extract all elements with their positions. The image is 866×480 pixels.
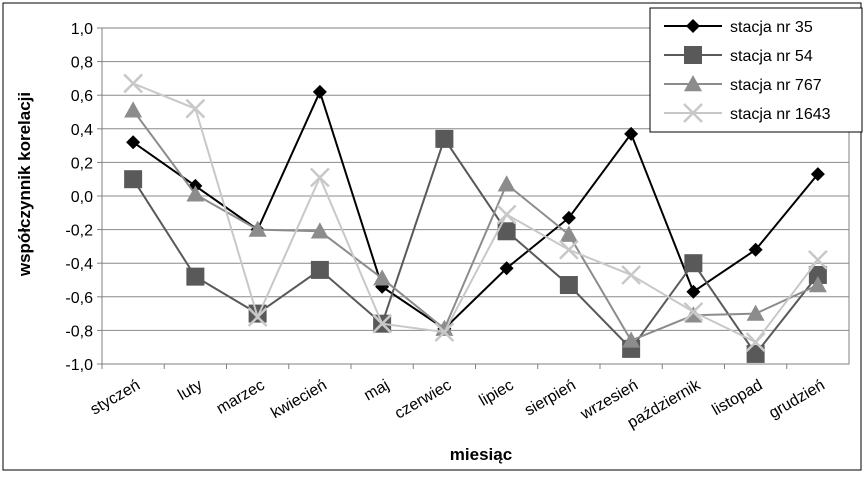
data-point	[621, 265, 642, 285]
data-point	[497, 222, 516, 241]
data-point	[499, 261, 514, 276]
data-point	[622, 331, 641, 348]
data-point	[808, 276, 827, 293]
series-line	[132, 109, 819, 342]
data-point	[748, 242, 763, 257]
x-axis-label: miesiąc	[450, 445, 512, 464]
data-point	[373, 269, 392, 286]
data-point	[684, 254, 703, 273]
data-point	[496, 204, 517, 225]
legend-item: stacja nr 35	[664, 19, 813, 36]
legend-marker	[684, 46, 702, 64]
data-point	[435, 129, 454, 148]
series-line	[132, 89, 819, 331]
data-point	[745, 332, 766, 353]
data-point	[746, 304, 765, 321]
y-tick-label: 0,8	[71, 55, 93, 72]
data-point	[310, 260, 329, 279]
data-point	[124, 101, 143, 118]
legend-box	[649, 7, 863, 133]
series-layer	[123, 73, 828, 363]
data-point	[746, 344, 765, 363]
data-point	[372, 313, 393, 334]
data-point	[123, 73, 144, 94]
y-tick-label: 0,0	[71, 189, 93, 206]
data-point	[186, 267, 205, 286]
data-point	[248, 220, 267, 237]
data-point	[807, 249, 828, 270]
y-tick-label: 1,0	[71, 21, 93, 38]
data-point	[559, 225, 578, 242]
data-point	[561, 210, 576, 225]
series-line	[132, 136, 819, 356]
data-point	[686, 284, 701, 299]
legend-label: stacja nr 767	[730, 77, 822, 94]
legend-item: stacja nr 767	[664, 75, 822, 94]
y-tick-label: -0,8	[65, 323, 93, 340]
legend-marker	[686, 19, 700, 33]
data-point	[559, 276, 578, 295]
data-point	[126, 135, 141, 150]
data-point	[434, 322, 455, 342]
y-tick-label: -0,2	[65, 223, 93, 240]
y-tick-label: -0,6	[65, 290, 93, 307]
legend-item: stacja nr 54	[664, 46, 813, 65]
data-point	[310, 222, 329, 239]
legend-label: stacja nr 54	[730, 48, 813, 65]
series-line	[132, 82, 819, 344]
data-point	[497, 175, 516, 192]
y-axis-label: współczynnik korelacji	[15, 92, 34, 277]
data-point	[810, 167, 825, 182]
y-tick-label: 0,6	[71, 88, 93, 105]
y-tick-label: -0,4	[65, 256, 93, 273]
data-point	[683, 302, 704, 322]
y-tick-label: 0,2	[71, 155, 93, 172]
data-point	[624, 126, 639, 141]
legend-label: stacja nr 35	[730, 19, 813, 36]
data-point	[185, 98, 206, 119]
legend: stacja nr 35 stacja nr 54 stacja nr 767 sta…	[649, 7, 863, 133]
legend-label: stacja nr 1643	[730, 106, 831, 123]
legend-item: stacja nr 1643	[664, 103, 831, 123]
data-point	[558, 239, 579, 260]
legend-marker	[684, 75, 702, 92]
y-axis-ticks: 1,0 0,8 0,6 0,4 0,2 0,0 -0,2 -0,4 -0,6 -0,8 -1,0	[65, 21, 102, 374]
y-tick-label: -1,0	[65, 357, 93, 374]
data-point	[309, 167, 330, 188]
data-point	[808, 265, 827, 284]
y-tick-label: 0,4	[71, 122, 93, 139]
data-point	[312, 84, 327, 99]
data-point	[124, 170, 143, 189]
series-4	[123, 73, 828, 353]
data-point	[684, 306, 703, 323]
data-point	[247, 307, 268, 327]
data-point	[186, 185, 205, 202]
legend-marker	[683, 103, 703, 123]
